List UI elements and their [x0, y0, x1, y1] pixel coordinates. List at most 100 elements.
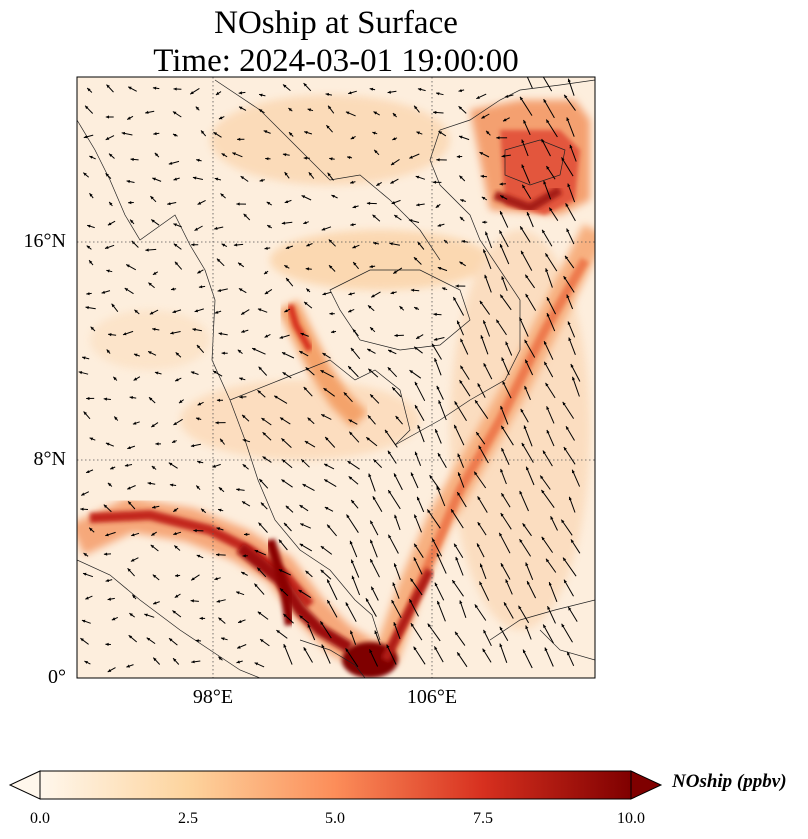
- wind-arrow-head: [281, 438, 285, 442]
- wind-arrow-head: [395, 416, 399, 420]
- wind-arrow-head: [173, 134, 177, 137]
- wind-arrow-head: [500, 294, 504, 299]
- wind-arrow-head: [475, 400, 479, 404]
- wind-arrow-head: [327, 524, 331, 529]
- wind-arrow-head: [545, 382, 549, 387]
- wind-arrow-head: [280, 417, 284, 421]
- wind-arrow-head: [479, 563, 483, 568]
- wind-arrow-head: [148, 282, 152, 286]
- wind-arrow-head: [455, 284, 459, 288]
- wind-arrow-head: [216, 527, 221, 531]
- wind-arrow-head: [459, 261, 463, 265]
- wind-arrow-head: [105, 245, 109, 249]
- wind-arrow-head: [107, 482, 112, 487]
- wind-arrow-shaft: [563, 94, 576, 111]
- wind-arrow-head: [416, 335, 420, 339]
- wind-arrow-shaft: [544, 647, 554, 667]
- wind-arrow-head: [262, 456, 266, 460]
- wind-arrow-head: [432, 538, 436, 542]
- wind-arrow-head: [258, 366, 262, 371]
- wind-arrow-head: [432, 180, 437, 184]
- wind-arrow-head: [349, 431, 353, 436]
- wind-arrow-head: [305, 570, 309, 575]
- wind-arrow-head: [483, 320, 486, 324]
- wind-arrow-head: [127, 568, 131, 572]
- wind-arrow-shaft: [499, 643, 508, 663]
- wind-arrow-shaft: [480, 335, 489, 355]
- wind-arrow-head: [121, 131, 126, 135]
- wind-arrow-head: [130, 157, 134, 162]
- colorbar-tick: 0.0: [30, 810, 50, 827]
- wind-arrow-head: [264, 291, 269, 295]
- wind-arrow-head: [103, 504, 108, 508]
- wind-arrow-head: [320, 569, 325, 574]
- wind-arrow-shaft: [543, 98, 555, 119]
- wind-arrow-head: [399, 306, 403, 310]
- wind-arrow-head: [233, 243, 238, 247]
- wind-arrow-head: [172, 310, 176, 314]
- wind-arrow-head: [434, 358, 438, 362]
- wind-arrow-head: [570, 539, 574, 543]
- wind-arrow-head: [388, 490, 392, 494]
- wind-arrow-head: [523, 649, 526, 654]
- wind-arrow-head: [393, 563, 397, 567]
- lat-label-16n: 16°N: [23, 230, 66, 252]
- wind-arrow-head: [148, 351, 152, 355]
- wind-arrow-head: [147, 481, 152, 485]
- wind-arrow-shaft: [519, 317, 529, 337]
- wind-arrow-head: [433, 337, 438, 341]
- wind-arrow-head: [350, 347, 355, 352]
- wind-arrow-head: [216, 398, 221, 402]
- wind-arrow-head: [111, 617, 116, 621]
- wind-arrow-head: [565, 255, 569, 260]
- wind-arrow-head: [128, 501, 132, 505]
- wind-arrow-head: [109, 153, 113, 157]
- wind-arrow-head: [503, 118, 507, 122]
- wind-arrow-head: [327, 579, 330, 583]
- wind-arrow-shaft: [540, 489, 555, 508]
- colorbar-tick: 2.5: [178, 810, 198, 827]
- wind-arrow-shaft: [326, 599, 338, 618]
- wind-arrow-head: [415, 175, 420, 179]
- wind-arrow-shaft: [387, 534, 399, 554]
- wind-arrow-head: [413, 557, 417, 561]
- wind-arrow-head: [303, 156, 307, 160]
- wind-arrow-head: [152, 574, 157, 578]
- wind-arrow-head: [303, 387, 307, 391]
- wind-arrow-head: [457, 652, 461, 656]
- wind-arrow-shaft: [452, 296, 465, 316]
- wind-arrow-head: [107, 597, 111, 601]
- wind-arrow-head: [569, 144, 573, 149]
- wind-arrow-head: [387, 367, 392, 371]
- wind-arrow-head: [452, 580, 456, 584]
- wind-arrow-head: [521, 250, 524, 255]
- wind-arrow-head: [128, 201, 132, 205]
- colorbar-tick: 7.5: [473, 810, 493, 827]
- lat-label-0: 0°: [48, 666, 66, 688]
- wind-arrow-head: [329, 312, 333, 316]
- wind-arrow-head: [190, 91, 194, 95]
- wind-arrow-head: [170, 331, 174, 335]
- wind-arrow-head: [196, 485, 200, 489]
- wind-arrow-head: [500, 211, 503, 215]
- wind-arrow-head: [84, 661, 88, 664]
- wind-vectors: [78, 77, 581, 673]
- wind-arrow-shaft: [519, 538, 532, 557]
- wind-arrow-head: [544, 361, 548, 366]
- wind-arrow-shaft: [434, 582, 445, 601]
- wind-arrow-head: [216, 553, 220, 557]
- wind-arrow-head: [385, 429, 389, 434]
- wind-arrow-head: [390, 291, 395, 295]
- wind-arrow-head: [305, 267, 310, 271]
- wind-arrow-head: [89, 527, 93, 532]
- wind-arrow-shaft: [521, 442, 534, 463]
- wind-arrow-head: [152, 327, 156, 331]
- wind-arrow-head: [153, 132, 157, 136]
- wind-arrow-head: [479, 581, 483, 586]
- wind-arrow-shaft: [345, 602, 357, 622]
- wind-arrow-head: [152, 86, 157, 90]
- wind-arrow-head: [80, 638, 84, 642]
- wind-arrow-head: [278, 539, 283, 544]
- wind-arrow-head: [212, 464, 216, 468]
- wind-arrow-head: [437, 267, 442, 270]
